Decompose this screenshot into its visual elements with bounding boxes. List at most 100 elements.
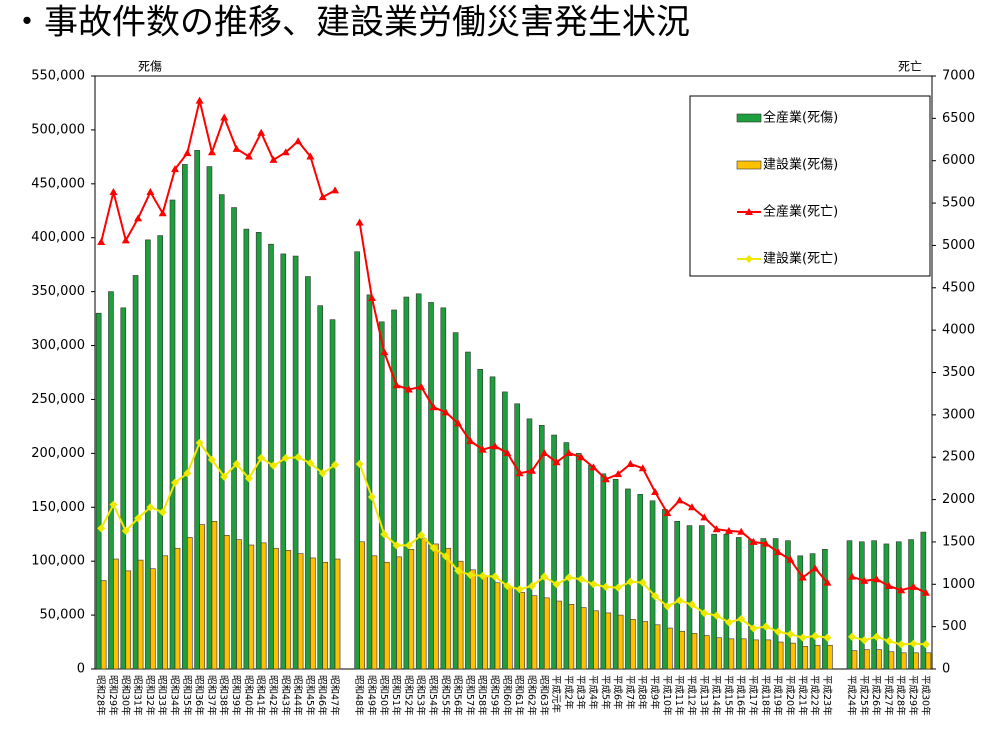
y2-tick-label: 4500: [942, 280, 975, 295]
bar: [864, 649, 870, 670]
bar: [489, 376, 496, 670]
bar: [428, 302, 434, 670]
bar: [322, 561, 329, 670]
marker: [860, 576, 869, 584]
bar: [494, 582, 501, 670]
marker: [429, 543, 438, 552]
x-tick-label: 平成5年: [599, 675, 611, 710]
bar: [827, 644, 833, 670]
x-tick-label: 昭和46年: [316, 675, 328, 716]
bar: [120, 307, 127, 670]
marker: [367, 293, 376, 301]
marker: [897, 640, 906, 649]
bar: [514, 403, 520, 670]
y2-tick-label: 500: [942, 619, 967, 634]
bar: [354, 251, 360, 670]
marker: [306, 152, 315, 160]
bar: [310, 557, 316, 670]
marker: [675, 496, 684, 504]
marker: [491, 442, 500, 450]
marker: [564, 448, 573, 456]
bar: [157, 235, 163, 670]
bar: [654, 624, 661, 670]
marker: [220, 113, 229, 121]
marker: [663, 602, 672, 611]
bar: [765, 639, 772, 670]
marker: [897, 586, 906, 594]
y2-tick-label: 6500: [942, 111, 975, 126]
marker: [774, 627, 783, 636]
marker: [244, 152, 253, 160]
marker: [811, 631, 820, 640]
marker: [429, 403, 438, 411]
bar: [703, 635, 710, 670]
marker: [601, 475, 610, 483]
bar: [174, 547, 181, 670]
marker: [171, 165, 180, 173]
x-tick-label: 平成16年: [735, 675, 747, 716]
bar: [913, 652, 919, 670]
bar: [760, 538, 767, 670]
bar: [125, 570, 132, 670]
marker: [331, 186, 340, 194]
bar: [908, 539, 914, 670]
marker: [478, 571, 487, 580]
marker: [515, 585, 524, 594]
y2-tick-label: 1500: [942, 534, 975, 549]
marker: [244, 474, 253, 483]
y2-tick-label: 6000: [942, 153, 975, 168]
legend-box: [689, 95, 931, 277]
marker: [638, 464, 647, 472]
legend-swatch: [736, 113, 762, 123]
marker: [367, 493, 376, 502]
x-tick-label: 昭和63年: [538, 675, 550, 716]
bar: [859, 541, 865, 670]
bar: [551, 434, 557, 670]
bar: [334, 558, 341, 670]
x-tick-label: 平成29年: [907, 675, 919, 716]
bar: [802, 646, 809, 670]
bar: [317, 305, 324, 670]
marker: [121, 526, 130, 535]
marker: [909, 582, 918, 590]
marker: [577, 453, 586, 461]
bar: [223, 535, 230, 670]
marker: [540, 572, 549, 581]
marker: [675, 596, 684, 605]
marker: [207, 148, 216, 156]
x-tick-label: 昭和35年: [181, 675, 193, 716]
marker: [626, 577, 635, 586]
x-tick-label: 昭和56年: [452, 675, 464, 716]
bar: [679, 630, 685, 670]
marker: [700, 513, 709, 521]
marker: [552, 580, 561, 589]
bar: [366, 294, 373, 670]
x-tick-label: 平成20年: [784, 675, 796, 716]
y2-tick-label: 1000: [942, 577, 975, 592]
bar: [378, 321, 385, 670]
x-tick-label: 昭和30年: [119, 675, 131, 716]
y-tick-label: 150,000: [31, 500, 85, 515]
y2-tick-label: 3000: [942, 407, 975, 422]
bar: [814, 644, 821, 670]
bar: [169, 199, 176, 670]
marker: [121, 236, 130, 244]
bar: [145, 239, 151, 670]
bar: [575, 453, 582, 670]
x-tick-label: 平成23年: [821, 675, 833, 716]
x-tick-label: 平成19年: [772, 675, 784, 716]
x-tick-label: 平成15年: [722, 675, 734, 716]
marker: [651, 592, 660, 601]
bar: [329, 319, 336, 670]
x-tick-label: 昭和49年: [365, 675, 377, 716]
bar: [108, 291, 114, 670]
bar: [543, 597, 550, 670]
marker: [392, 381, 401, 389]
bar: [273, 547, 279, 670]
marker: [441, 408, 450, 416]
marker: [847, 572, 856, 580]
x-tick-label: 昭和61年: [513, 675, 525, 716]
bar: [187, 537, 193, 670]
legend-label: 建設業(死傷): [763, 157, 838, 173]
bar: [809, 553, 816, 670]
